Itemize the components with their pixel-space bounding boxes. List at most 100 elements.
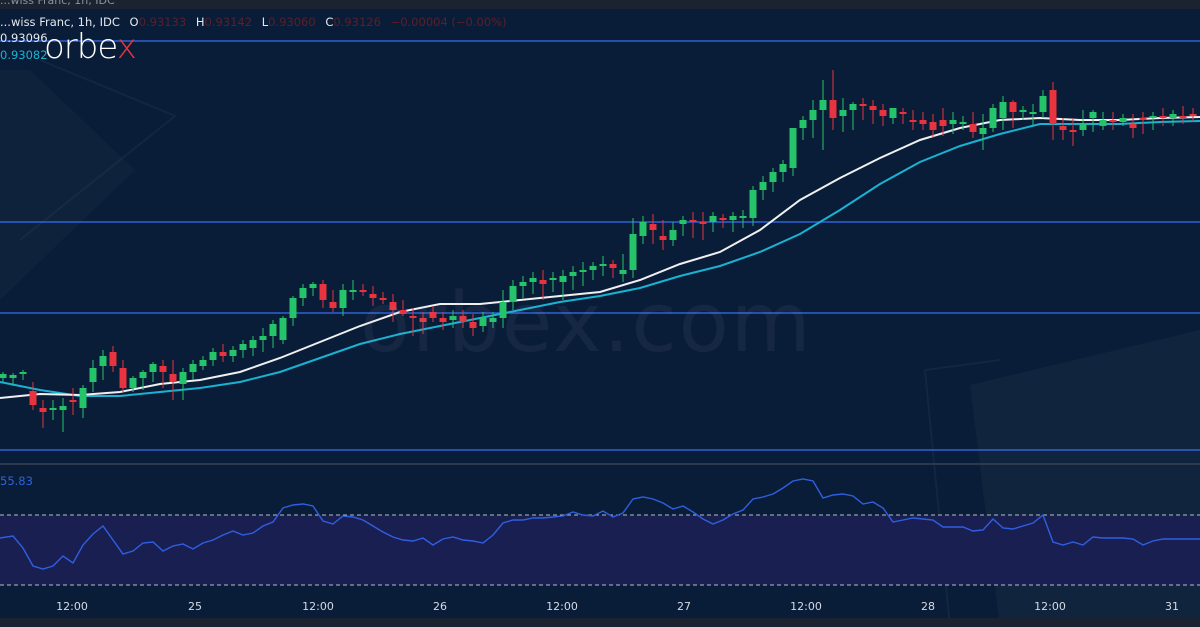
candle[interactable] <box>1069 118 1077 146</box>
candle[interactable] <box>819 80 827 150</box>
candle[interactable] <box>1049 82 1057 140</box>
candle[interactable] <box>509 280 517 310</box>
candle[interactable] <box>159 360 167 388</box>
candle[interactable] <box>799 116 807 140</box>
candle[interactable] <box>619 254 627 282</box>
candle[interactable] <box>589 262 597 280</box>
candle[interactable] <box>549 272 557 292</box>
candle[interactable] <box>89 360 97 392</box>
candle[interactable] <box>1169 110 1177 126</box>
candle[interactable] <box>1039 90 1047 118</box>
candle[interactable] <box>69 388 77 415</box>
candle[interactable] <box>1189 108 1197 122</box>
candle[interactable] <box>559 270 567 300</box>
candle[interactable] <box>849 102 857 130</box>
candle[interactable] <box>499 290 507 328</box>
candle[interactable] <box>459 310 467 328</box>
candle[interactable] <box>1029 104 1037 126</box>
candle[interactable] <box>679 216 687 236</box>
candle[interactable] <box>489 312 497 328</box>
candle[interactable] <box>909 110 917 130</box>
candle[interactable] <box>1139 112 1147 134</box>
candle[interactable] <box>39 400 47 428</box>
candle[interactable] <box>719 214 727 228</box>
candle[interactable] <box>609 260 617 278</box>
candle[interactable] <box>149 362 157 382</box>
candle[interactable] <box>759 176 767 200</box>
candle[interactable] <box>29 382 37 410</box>
candle[interactable] <box>109 346 117 372</box>
candle[interactable] <box>529 272 537 294</box>
candle[interactable] <box>229 346 237 362</box>
candle[interactable] <box>1079 110 1087 136</box>
candle[interactable] <box>19 370 27 380</box>
candle[interactable] <box>979 114 987 150</box>
candle[interactable] <box>879 104 887 126</box>
candle[interactable] <box>839 98 847 132</box>
candle[interactable] <box>689 212 697 238</box>
candle[interactable] <box>629 218 637 278</box>
candle[interactable] <box>1059 118 1067 140</box>
candle[interactable] <box>169 360 177 400</box>
chart-area[interactable] <box>0 9 1200 627</box>
candle[interactable] <box>749 186 757 226</box>
candle[interactable] <box>969 112 977 138</box>
candle[interactable] <box>1179 106 1187 124</box>
candle[interactable] <box>1009 100 1017 128</box>
candle[interactable] <box>519 276 527 298</box>
candle[interactable] <box>349 280 357 300</box>
candle[interactable] <box>1109 112 1117 130</box>
candle[interactable] <box>59 398 67 432</box>
candle[interactable] <box>709 212 717 232</box>
candle[interactable] <box>249 336 257 356</box>
candle[interactable] <box>9 373 17 386</box>
candle[interactable] <box>429 306 437 322</box>
candle[interactable] <box>189 360 197 380</box>
candle[interactable] <box>1149 112 1157 130</box>
candle[interactable] <box>779 160 787 182</box>
candle[interactable] <box>959 116 967 130</box>
candle[interactable] <box>409 308 417 336</box>
candle[interactable] <box>919 112 927 130</box>
candle[interactable] <box>139 370 147 390</box>
candle[interactable] <box>79 385 87 418</box>
candle[interactable] <box>739 210 747 228</box>
candle[interactable] <box>809 100 817 138</box>
candle[interactable] <box>0 372 7 382</box>
time-axis[interactable]: 12:00 25 12:00 26 12:00 27 12:00 28 12:00 31 <box>0 600 1200 618</box>
candle[interactable] <box>469 314 477 336</box>
candle[interactable] <box>729 212 737 232</box>
candle[interactable] <box>939 108 947 136</box>
candle[interactable] <box>279 316 287 344</box>
candle[interactable] <box>479 312 487 332</box>
candle[interactable] <box>1129 114 1137 138</box>
candle[interactable] <box>129 376 137 392</box>
candle[interactable] <box>999 96 1007 130</box>
candle[interactable] <box>439 312 447 330</box>
candle[interactable] <box>789 128 797 176</box>
candle[interactable] <box>639 216 647 244</box>
candle[interactable] <box>299 284 307 306</box>
candle[interactable] <box>359 284 367 296</box>
candle[interactable] <box>539 270 547 300</box>
candle[interactable] <box>259 328 267 352</box>
candle[interactable] <box>119 360 127 392</box>
candle[interactable] <box>339 284 347 316</box>
candle[interactable] <box>669 222 677 246</box>
candle[interactable] <box>289 296 297 326</box>
candle[interactable] <box>889 108 897 124</box>
candle[interactable] <box>449 310 457 328</box>
candle[interactable] <box>99 350 107 380</box>
candle[interactable] <box>1019 106 1027 120</box>
candle[interactable] <box>179 368 187 400</box>
candle[interactable] <box>649 214 657 244</box>
candle[interactable] <box>579 262 587 286</box>
candle[interactable] <box>329 290 337 312</box>
candle[interactable] <box>659 220 667 250</box>
candle[interactable] <box>269 320 277 348</box>
candle[interactable] <box>1159 108 1167 126</box>
candle[interactable] <box>399 300 407 316</box>
candle[interactable] <box>899 108 907 124</box>
candle[interactable] <box>1089 110 1097 132</box>
candle[interactable] <box>989 104 997 132</box>
